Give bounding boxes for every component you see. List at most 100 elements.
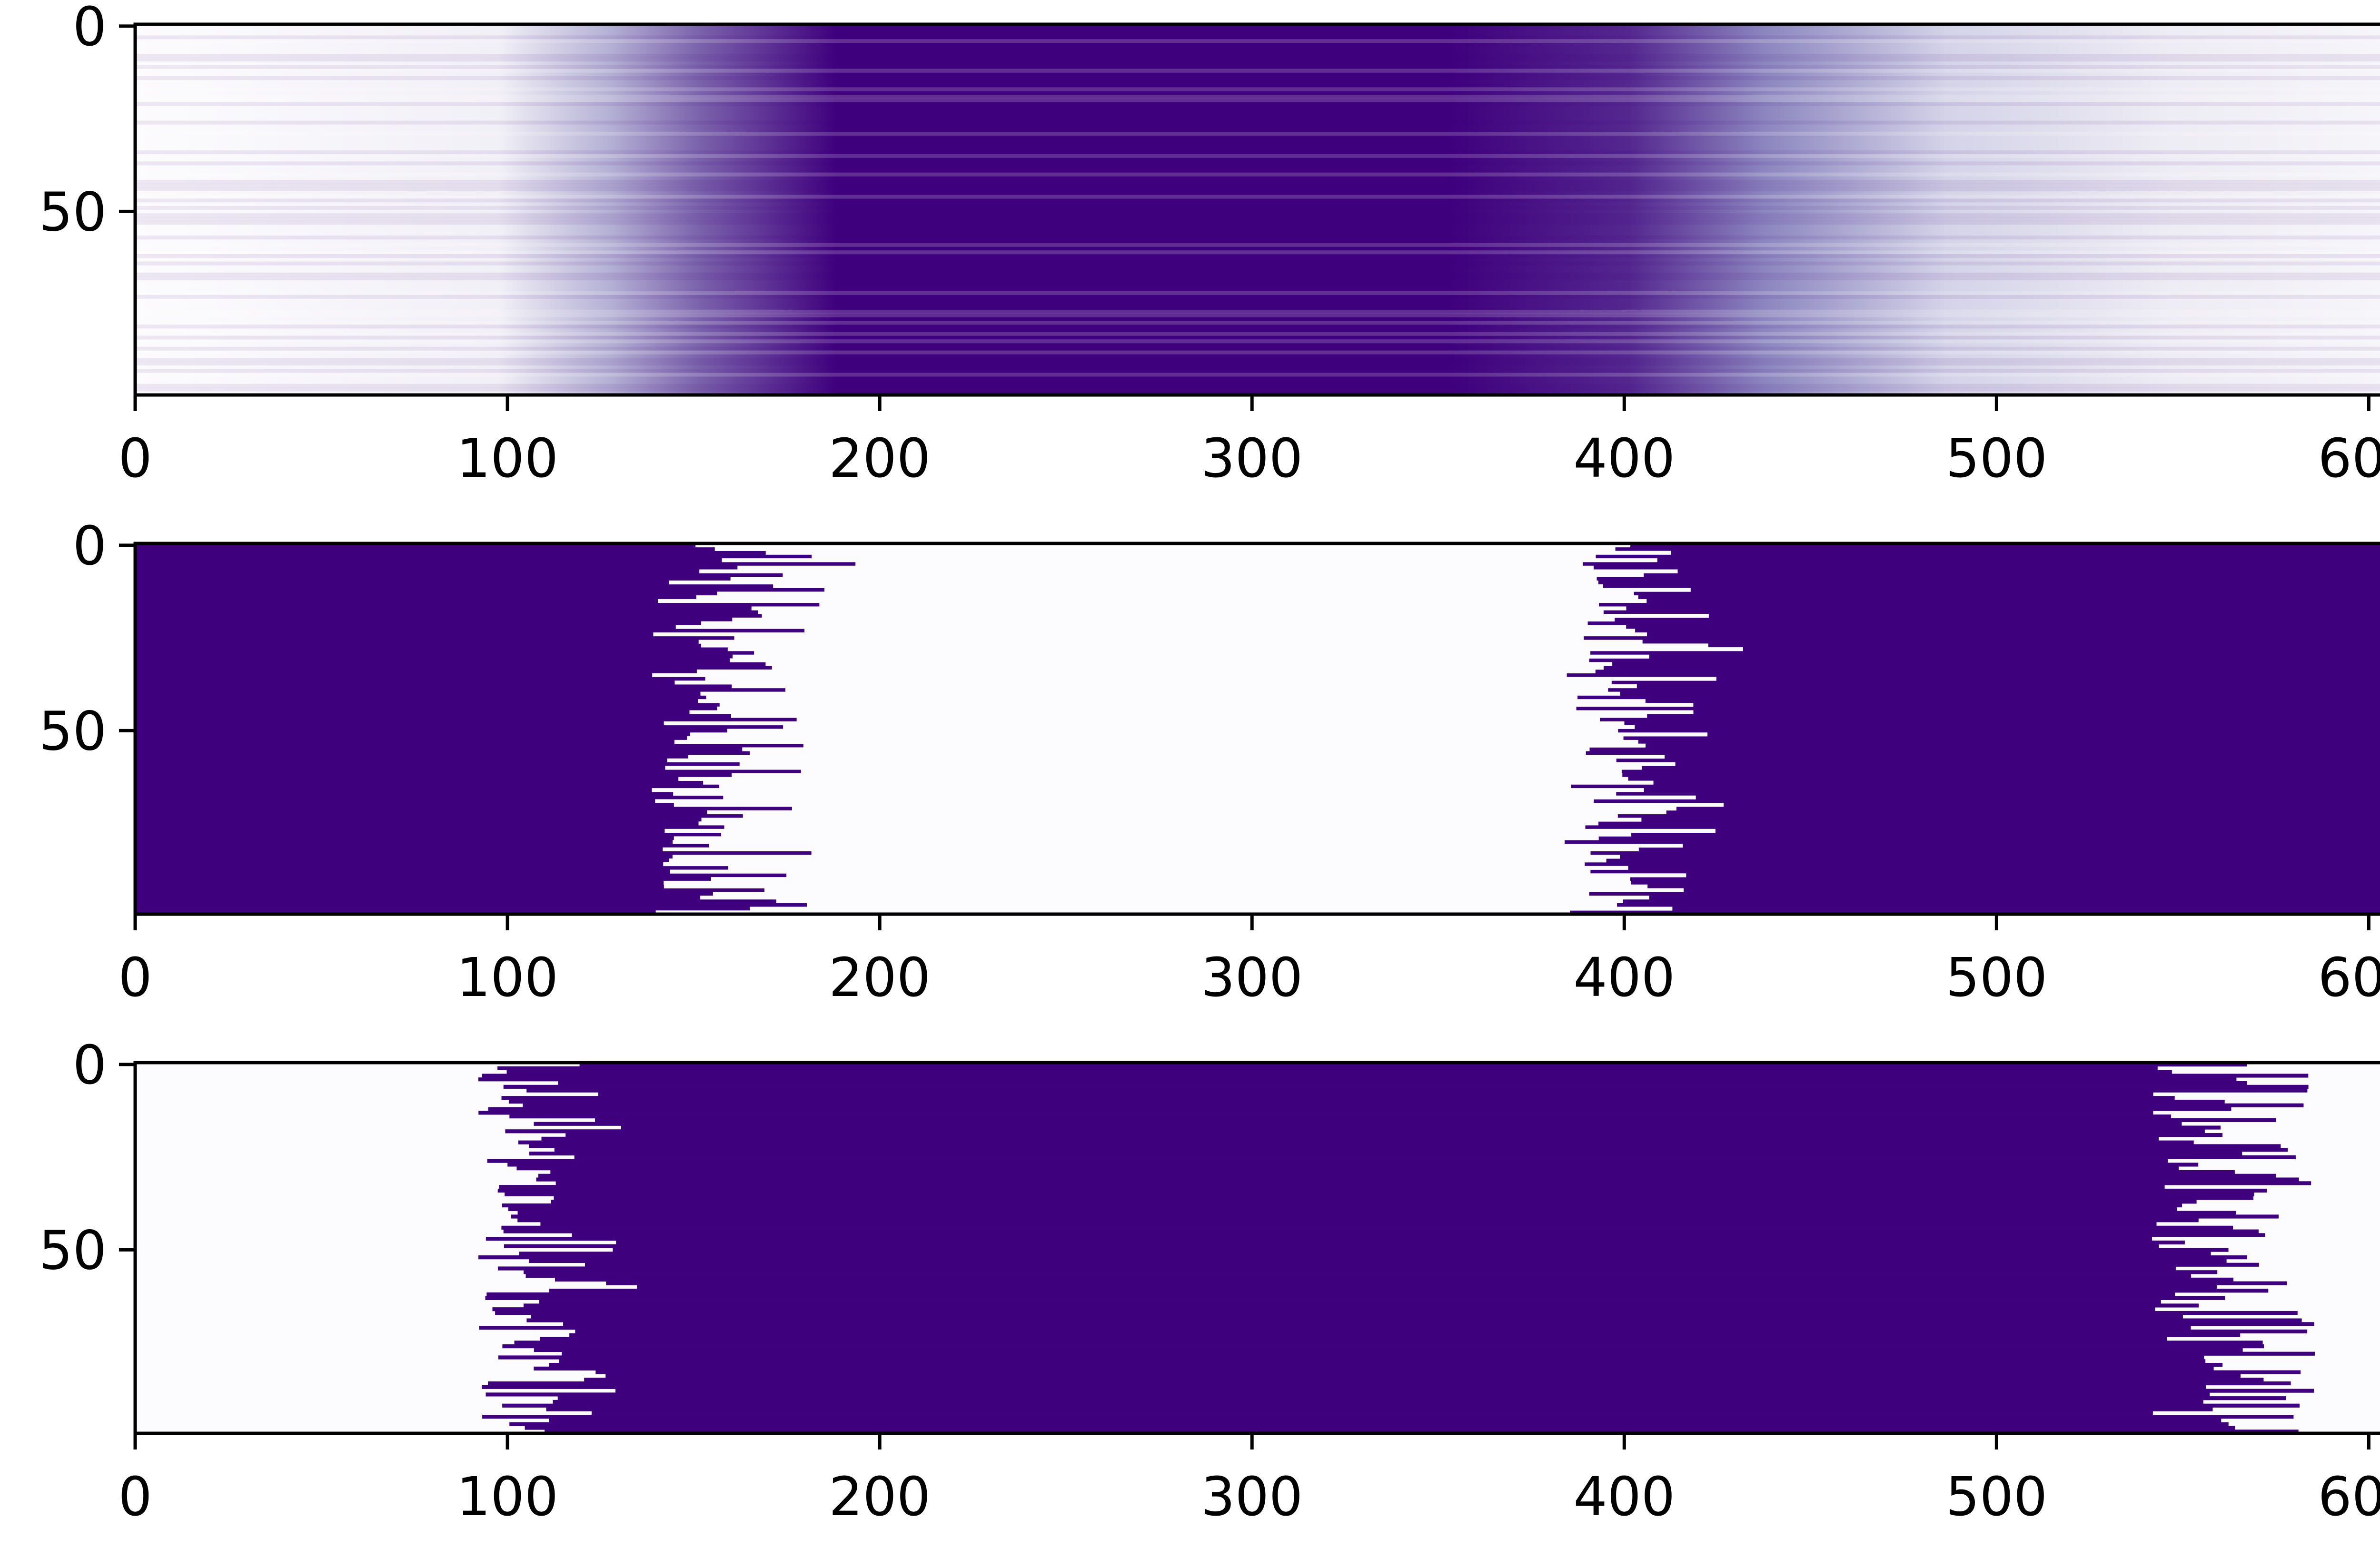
heatmap-row	[502, 1344, 2264, 1349]
heatmap-row	[727, 729, 1618, 733]
x-tick-label: 0	[118, 1466, 152, 1528]
heatmap-row	[663, 847, 1639, 851]
heatmap-row	[723, 795, 1696, 799]
panel-3: 0 100 200 300 400 500 600 0 50	[39, 1035, 2380, 1528]
heatmap-row	[546, 1407, 2213, 1411]
heatmap-row	[698, 699, 1646, 703]
x-tick-label: 200	[829, 947, 931, 1009]
x-tick-label: 200	[829, 1466, 931, 1528]
heatmap-row	[701, 621, 1588, 625]
heatmap-row	[479, 1326, 2191, 1330]
heatmap-row	[655, 910, 1570, 915]
x-tick-label: 300	[1201, 1466, 1303, 1528]
heatmap-row	[135, 313, 2380, 317]
heatmap-row	[595, 1370, 2301, 1374]
heatmap-row	[687, 736, 1624, 740]
x-tick-label: 100	[456, 1466, 558, 1528]
heatmap-row	[792, 807, 1676, 811]
heatmap-row	[550, 1170, 2235, 1174]
heatmap-row	[705, 677, 1716, 681]
heatmap-row	[773, 584, 1603, 588]
heatmap-row	[135, 65, 2380, 69]
heatmap-row	[135, 102, 2380, 106]
heatmap-row	[807, 903, 1617, 907]
heatmap-row	[699, 569, 1678, 573]
heatmap-row	[711, 877, 1630, 881]
heatmap-row	[727, 647, 1743, 651]
heatmap-row	[135, 346, 2380, 351]
x-tick-label: 400	[1573, 947, 1675, 1009]
heatmap-row	[135, 150, 2380, 155]
heatmap-row	[721, 832, 1632, 837]
x-tick-label: 300	[1201, 947, 1303, 1009]
heatmap-row	[135, 76, 2380, 80]
heatmap-row	[658, 599, 1647, 603]
heatmap-row	[135, 217, 2380, 221]
heatmap-row	[495, 1311, 2298, 1315]
heatmap-row	[508, 1207, 2177, 1211]
heatmap-row	[135, 254, 2380, 258]
heatmap-row	[135, 373, 2380, 377]
x-tick-label: 500	[1945, 1466, 2047, 1528]
heatmap-row	[731, 714, 1647, 718]
heatmap-row	[525, 1426, 2235, 1430]
heatmap-row	[135, 350, 2380, 355]
heatmap-row	[135, 276, 2380, 280]
heatmap-row	[478, 1077, 2237, 1082]
heatmap-row	[135, 321, 2380, 325]
heatmap-row	[724, 825, 1586, 829]
x-tick-label: 0	[118, 428, 152, 490]
heatmap-row	[719, 702, 1694, 707]
heatmap-row	[605, 1374, 2241, 1378]
heatmap-row	[135, 180, 2380, 184]
heatmap-row	[135, 98, 2380, 102]
heatmap-row	[534, 1122, 2182, 1126]
heatmap-row	[554, 1196, 2254, 1200]
heatmap-row	[497, 1066, 2158, 1070]
heatmap-row	[606, 1281, 2287, 1285]
heatmap-3-frame	[133, 1061, 2380, 1435]
heatmap-row	[486, 1392, 2210, 1397]
heatmap-row	[703, 780, 1654, 785]
heatmap-row	[551, 1200, 2197, 1204]
heatmap-1-frame	[133, 22, 2380, 397]
y-tick-label: 0	[73, 1035, 107, 1096]
heatmap-1-rows	[135, 35, 2380, 392]
y-tick-label: 0	[73, 0, 107, 58]
heatmap-row	[572, 1233, 2265, 1237]
heatmap-row	[503, 1229, 2259, 1233]
heatmap-row	[135, 261, 2380, 266]
heatmap-row	[524, 1270, 2218, 1274]
heatmap-row	[750, 907, 1673, 911]
heatmap-row	[750, 751, 1586, 755]
heatmap-row	[482, 1385, 2206, 1389]
heatmap-row	[700, 691, 1620, 696]
x-tick-label: 100	[456, 947, 558, 1009]
heatmap-row	[135, 339, 2380, 344]
heatmap-row	[675, 625, 1626, 629]
heatmap-row	[689, 710, 1694, 714]
heatmap-row	[536, 1177, 2299, 1182]
heatmap-row	[709, 843, 1683, 848]
heatmap-row	[701, 818, 1642, 822]
heatmap-row	[529, 1259, 2227, 1263]
heatmap-row	[565, 1133, 2223, 1137]
heatmap-row	[615, 1389, 2314, 1393]
y-tick-label: 0	[73, 515, 107, 577]
heatmap-2-rows	[652, 543, 1743, 915]
heatmap-row	[538, 1173, 2276, 1178]
heatmap-row	[698, 821, 1599, 826]
y-tick-label: 50	[39, 1220, 107, 1282]
heatmap-row	[517, 1218, 2199, 1223]
heatmap-row	[785, 688, 1608, 692]
heatmap-row	[562, 1351, 2315, 1356]
heatmap-row	[558, 1081, 2247, 1085]
heatmap-row	[501, 1225, 2233, 1230]
heatmap-row	[751, 606, 1626, 611]
heatmap-row	[516, 1166, 2179, 1171]
heatmap-row	[733, 654, 1649, 659]
heatmap-row	[135, 309, 2380, 314]
heatmap-row	[559, 1359, 2206, 1363]
heatmap-row	[135, 387, 2380, 392]
heatmap-row	[765, 662, 1613, 666]
